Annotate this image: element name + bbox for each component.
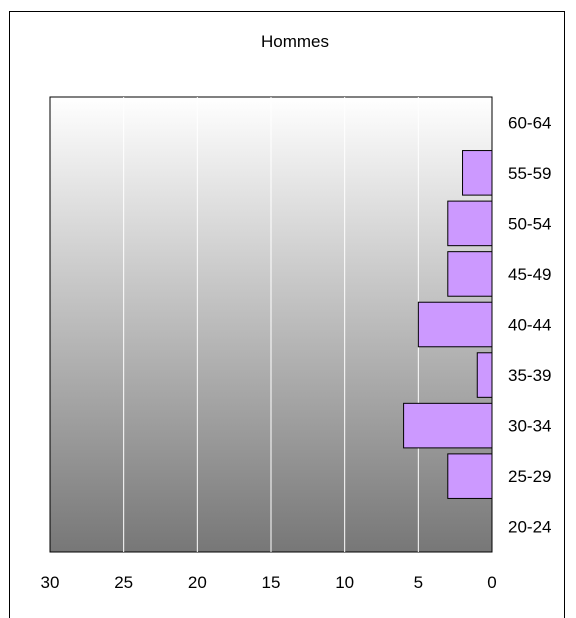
y-category-label: 45-49: [508, 265, 551, 284]
x-tick-label: 30: [41, 573, 60, 592]
x-tick-label: 25: [114, 573, 133, 592]
y-category-label: 50-54: [508, 214, 551, 233]
y-category-label: 20-24: [508, 518, 551, 537]
bar: [463, 151, 492, 196]
bar: [477, 353, 492, 398]
y-category-label: 30-34: [508, 417, 551, 436]
y-category-label: 60-64: [508, 113, 551, 132]
x-tick-label: 10: [335, 573, 354, 592]
y-category-label: 55-59: [508, 164, 551, 183]
y-category-label: 25-29: [508, 467, 551, 486]
bar: [404, 403, 492, 448]
y-category-label: 35-39: [508, 366, 551, 385]
x-tick-label: 0: [487, 573, 496, 592]
bar: [418, 302, 492, 347]
bar: [448, 454, 492, 499]
chart-title: Hommes: [261, 32, 329, 51]
x-tick-label: 20: [188, 573, 207, 592]
bar: [448, 201, 492, 246]
category-labels: 20-24 25-29 30-34 35-39 40-44 45-49 50-54 55-59…: [508, 113, 551, 536]
x-tick-label: 5: [414, 573, 423, 592]
y-category-label: 40-44: [508, 316, 551, 335]
x-tick-label: 15: [262, 573, 281, 592]
tick-labels: 30 25 20 15 10 5 0: [41, 573, 497, 592]
bar: [448, 252, 492, 297]
